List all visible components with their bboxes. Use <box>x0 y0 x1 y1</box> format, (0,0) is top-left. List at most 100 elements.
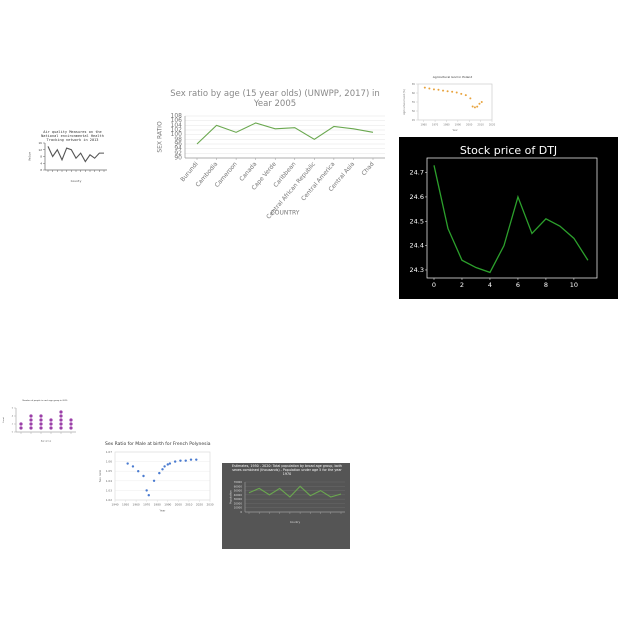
y-axis-label: Count <box>2 417 5 423</box>
data-point <box>69 422 73 426</box>
data-point <box>39 418 43 422</box>
x-tick-label: 2010 <box>477 123 484 127</box>
y-tick-label: 12 <box>38 148 42 152</box>
x-tick-label: 1970 <box>432 123 439 127</box>
data-point <box>39 422 43 426</box>
data-point <box>423 86 426 89</box>
y-tick-label: 24.6 <box>410 193 424 201</box>
x-tick-label: 2030 <box>206 503 213 507</box>
y-tick-label: 0 <box>40 168 42 172</box>
y-axis-label: Price (USD) <box>388 192 398 243</box>
y-tick-label: 24.5 <box>410 217 424 225</box>
data-point <box>451 90 454 93</box>
data-point <box>168 462 172 465</box>
y-axis-label: Value <box>27 152 31 161</box>
data-point <box>432 88 435 91</box>
data-point <box>428 87 431 90</box>
y-tick-label: 24.3 <box>410 266 424 274</box>
x-tick-label: 2 <box>460 281 464 289</box>
x-tick-label: 2000 <box>175 503 182 507</box>
x-tick-label: 2000 <box>466 123 473 127</box>
y-tick-label: 96 <box>174 141 182 148</box>
data-point <box>189 458 193 461</box>
y-tick-label: 6 <box>12 408 14 410</box>
data-point <box>184 459 187 462</box>
y-tick-label: 98 <box>174 136 182 143</box>
y-tick-label: 108 <box>171 113 183 120</box>
x-tick-label: 10 <box>570 281 578 289</box>
x-tick-label: 1980 <box>154 503 161 507</box>
data-point <box>480 101 483 103</box>
data-point <box>455 91 458 94</box>
y-axis-label: Population <box>229 490 233 504</box>
data-point <box>166 463 169 466</box>
data-point <box>476 105 479 108</box>
y-tick-label: 40000 <box>234 493 243 497</box>
y-tick-label: 1.06 <box>106 460 112 464</box>
data-line <box>433 165 589 274</box>
data-point <box>442 89 445 92</box>
y-tick-label: 20000 <box>234 501 243 505</box>
data-point <box>59 418 63 422</box>
data-point <box>39 414 43 418</box>
data-point <box>469 97 472 100</box>
y-tick-label: 1.05 <box>106 469 112 473</box>
data-line <box>47 146 104 163</box>
data-point <box>59 426 63 430</box>
data-line <box>248 485 342 498</box>
y-tick-label: 4 <box>40 161 42 165</box>
chart-title: Estimates, 1950 - 2020: Total population… <box>232 464 342 476</box>
plot-frame <box>426 157 598 279</box>
data-point <box>473 106 476 109</box>
x-axis-label: Year <box>452 128 458 132</box>
data-point <box>49 422 53 426</box>
y-tick-label: 1.07 <box>106 450 112 454</box>
data-point <box>161 468 164 471</box>
y-tick-label: 70000 <box>234 480 243 484</box>
x-tick-label: Canada <box>238 161 258 183</box>
x-tick-label: 8 <box>544 281 548 289</box>
chart-background <box>399 137 618 299</box>
y-tick-label: 1.04 <box>106 479 112 483</box>
data-point <box>131 465 135 468</box>
data-point <box>478 102 481 105</box>
data-point <box>460 92 463 95</box>
y-tick-label: 60000 <box>234 484 243 488</box>
data-point <box>173 460 177 463</box>
data-point <box>142 474 145 478</box>
x-tick-label: 2010 <box>185 503 192 507</box>
chart-background <box>222 463 350 549</box>
data-point <box>179 459 182 462</box>
y-tick-label: 102 <box>171 127 183 134</box>
data-point <box>145 489 148 492</box>
x-tick-label: 1950 <box>122 503 129 507</box>
y-tick-label: 100 <box>171 131 183 138</box>
x-tick-label: 0 <box>432 281 436 289</box>
chart-title: Sex Ratio for Male at birth for French P… <box>105 442 211 447</box>
y-tick-label: 10000 <box>234 506 243 510</box>
data-point <box>471 105 474 108</box>
y-tick-label: 65 <box>412 82 416 86</box>
chart-title: Agricultural land in Poland <box>432 75 473 79</box>
data-point <box>19 422 23 426</box>
data-point <box>29 414 33 418</box>
y-tick-label: 94 <box>174 145 182 152</box>
plot-frame <box>114 451 211 501</box>
y-axis-label: SEX RATIO <box>156 121 163 153</box>
y-tick-label: 90 <box>174 155 182 162</box>
data-point <box>163 465 166 468</box>
data-point <box>147 494 150 497</box>
x-tick-label: 1940 <box>111 503 118 507</box>
x-axis-label: Age group <box>41 439 52 442</box>
y-axis-label: Agricultural land (%) <box>402 89 406 115</box>
y-tick-label: 1.02 <box>106 498 112 502</box>
x-axis-label: County <box>71 179 82 183</box>
data-point <box>59 422 63 426</box>
chart-title: Sex ratio by age (15 year olds) (UNWPP, … <box>170 89 380 109</box>
chart-title: Number of people in each age group in 20… <box>22 400 68 402</box>
data-point <box>437 88 440 91</box>
x-tick-label: 1960 <box>133 503 140 507</box>
x-tick-label: 1990 <box>164 503 171 507</box>
